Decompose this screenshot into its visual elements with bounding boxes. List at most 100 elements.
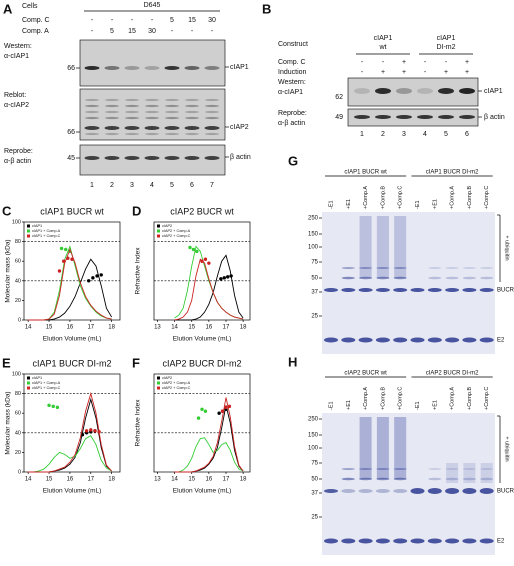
band-label: β actin: [484, 114, 505, 121]
smear: [359, 417, 372, 479]
x-tick-label: 16: [67, 325, 74, 331]
y-tick-label: 100: [12, 371, 21, 377]
chart-title: cIAP1 BUCR wt: [40, 206, 104, 216]
construct: wt: [379, 44, 387, 51]
panel-label: H: [288, 354, 297, 369]
band: [396, 88, 412, 94]
y-tick-label: 0: [18, 317, 21, 323]
lane-number: 1: [90, 182, 94, 189]
lane-number: 2: [381, 131, 385, 138]
band: [445, 276, 459, 280]
x-tick-label: 16: [206, 325, 213, 331]
group-label: cIAP2 BUCR DI-m2: [426, 371, 479, 377]
band: [359, 477, 373, 481]
ri-curve: [174, 397, 244, 473]
group-label: cIAP2 BUCR wt: [344, 371, 387, 377]
x-axis-label: Elution Volume (mL): [43, 488, 102, 495]
band: [105, 98, 119, 102]
probe-label: Reprobe:: [4, 148, 33, 155]
ri-curve: [28, 435, 112, 473]
band: [445, 477, 459, 481]
band: [204, 156, 220, 160]
lane-number: 5: [444, 131, 448, 138]
band: [438, 88, 454, 94]
legend-label: cIAP1 + Comp.C: [32, 234, 61, 238]
band: [445, 538, 460, 544]
condition: -: [191, 28, 194, 35]
band: [462, 538, 477, 544]
x-tick-label: 16: [206, 477, 213, 483]
mass-point: [66, 256, 70, 260]
band: [393, 337, 408, 343]
lane-number: 7: [210, 182, 214, 189]
x-axis-label: Elution Volume (mL): [173, 336, 232, 343]
band: [375, 288, 390, 292]
panel-label: C: [2, 203, 12, 218]
band: [462, 477, 476, 481]
mass-point: [93, 429, 97, 433]
band-label: cIAP2: [230, 124, 249, 131]
x-tick-label: 18: [108, 325, 115, 331]
mw-marker: 45: [67, 155, 75, 162]
mass-point: [188, 245, 192, 250]
band: [393, 538, 408, 544]
band: [124, 156, 140, 160]
lane-number: 1: [360, 131, 364, 138]
band: [462, 288, 477, 292]
band: [375, 538, 390, 544]
smear: [480, 463, 493, 483]
mass-point: [91, 276, 95, 280]
lane-number: 6: [190, 182, 194, 189]
band: [164, 66, 180, 70]
cell-line: D645: [144, 2, 161, 9]
mass-point: [203, 257, 208, 261]
mass-point: [97, 430, 101, 434]
band: [145, 132, 159, 136]
condition: -: [91, 28, 94, 35]
mass-point: [89, 428, 93, 432]
probe-label: α-cIAP1: [278, 89, 303, 96]
band: [125, 132, 139, 136]
band: [185, 104, 199, 108]
mass-point: [57, 269, 62, 273]
band: [85, 104, 99, 108]
band: [341, 477, 355, 481]
band: [145, 116, 159, 120]
legend-label: cIAP1: [32, 224, 42, 228]
legend-swatch: [27, 229, 30, 233]
band: [410, 488, 425, 494]
mass-point: [59, 246, 64, 251]
mass-point: [200, 259, 204, 263]
band: [341, 538, 356, 544]
band: [184, 156, 200, 160]
condition: 30: [148, 28, 156, 35]
x-tick-label: 18: [240, 477, 247, 483]
condition: -: [382, 59, 385, 66]
band: [359, 267, 373, 269]
band: [359, 276, 373, 280]
legend-swatch: [27, 234, 30, 238]
mw-marker: 25: [311, 314, 318, 320]
band: [410, 337, 425, 343]
mw-marker: 250: [308, 417, 319, 423]
legend-swatch: [157, 381, 160, 385]
lane-number: 6: [465, 131, 469, 138]
band: [462, 337, 477, 343]
lane-label: +Comp.A: [450, 387, 456, 410]
band: [125, 104, 139, 108]
band: [105, 116, 119, 120]
band: [104, 156, 120, 160]
lane-number: 3: [402, 131, 406, 138]
band: [428, 267, 442, 269]
lane-label: +Comp.A: [363, 186, 369, 209]
lane-label: +E1: [432, 400, 438, 410]
gel: [322, 212, 495, 354]
probe-label: Western:: [4, 43, 32, 50]
mass-point: [196, 416, 201, 420]
lane-label: +Comp.C: [484, 186, 490, 209]
band: [479, 488, 494, 494]
smear: [394, 417, 407, 479]
y-tick-label: 0: [18, 469, 21, 475]
band: [445, 288, 460, 292]
band: [445, 488, 460, 494]
